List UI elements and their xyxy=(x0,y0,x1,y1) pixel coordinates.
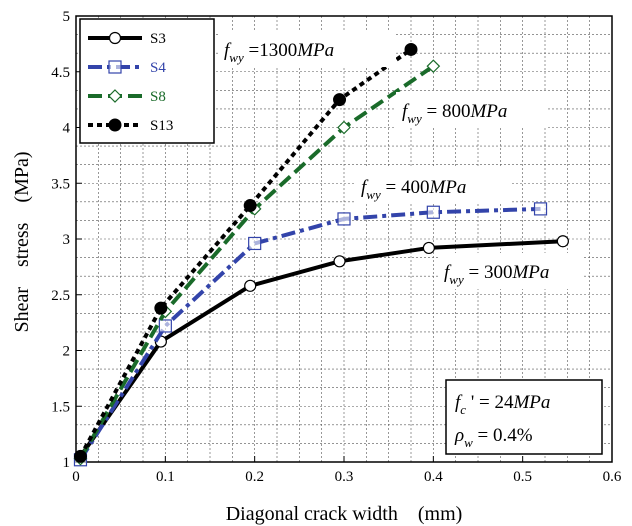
legend-marker xyxy=(108,60,122,74)
legend-item-s8: S8 xyxy=(88,89,166,105)
legend-marker xyxy=(108,89,122,103)
y-axis-title: Shear stress (MPa) xyxy=(11,151,33,332)
x-tick-label: 0.3 xyxy=(335,469,354,485)
data-point-s13 xyxy=(73,449,87,463)
series xyxy=(73,42,569,467)
data-point-s4 xyxy=(158,319,172,333)
annotation-fwy300: fwy = 300MPa xyxy=(438,253,582,289)
y-tick-label: 1 xyxy=(63,455,71,471)
legend-label: S13 xyxy=(150,118,173,134)
rho-label: ρw = 0.4% xyxy=(454,425,533,450)
x-tick-label: 0 xyxy=(72,469,80,485)
data-point-s3 xyxy=(333,255,346,268)
annotation-fwy800: fwy = 800MPa xyxy=(396,92,548,128)
y-tick-label: 3.5 xyxy=(51,176,70,192)
data-point-s3 xyxy=(556,235,569,248)
x-tick-label: 0.2 xyxy=(245,469,264,485)
y-tick-label: 2 xyxy=(63,344,71,360)
data-point-s13 xyxy=(333,93,347,107)
annotation-text: fwy =1300MPa xyxy=(224,40,334,65)
fc-label: fc ' = 24MPa xyxy=(455,392,550,417)
annotation-bg xyxy=(396,92,548,128)
annotations: fwy =1300MPa fwy = 800MPa fwy = 400MPa fwy … xyxy=(218,31,582,289)
data-point-s13 xyxy=(404,42,418,56)
series-line-s3 xyxy=(78,239,563,458)
y-tick-label: 1.5 xyxy=(51,399,70,415)
material-box: fc ' = 24MPa ρw = 0.4% xyxy=(445,379,603,455)
material-box-frame xyxy=(445,379,603,455)
x-tick-label: 0.4 xyxy=(424,469,443,485)
data-point-s3 xyxy=(422,241,435,255)
y-tick-label: 4.5 xyxy=(51,65,70,81)
y-tick-label: 3 xyxy=(63,232,71,248)
series-line-s13 xyxy=(78,47,413,458)
legend-marker xyxy=(108,31,122,45)
y-tick-label: 2.5 xyxy=(51,288,70,304)
series-s3 xyxy=(74,235,569,463)
y-tick-label: 4 xyxy=(63,121,71,137)
annotation-text: fwy = 400MPa xyxy=(361,177,466,202)
series-s13 xyxy=(73,42,418,463)
data-point-s3 xyxy=(244,279,257,292)
data-point-s4 xyxy=(248,236,262,251)
x-tick-label: 0.5 xyxy=(513,469,532,485)
x-axis-title: Diagonal crack width (mm) xyxy=(226,503,463,525)
y-tick-label: 5 xyxy=(63,9,71,25)
data-point-s13 xyxy=(243,199,257,213)
annotation-bg xyxy=(438,253,582,289)
annotation-text: fwy = 300MPa xyxy=(444,262,549,287)
legend-label: S3 xyxy=(150,31,166,47)
data-point-s4 xyxy=(337,212,351,226)
legend: S3 S4 S8 S13 xyxy=(79,18,215,144)
series-line-s4 xyxy=(78,206,541,461)
legend-marker xyxy=(108,118,122,132)
annotation-text: fwy = 800MPa xyxy=(402,101,507,126)
legend-label: S4 xyxy=(150,60,166,76)
legend-item-s4: S4 xyxy=(88,60,166,76)
legend-item-s3: S3 xyxy=(88,31,166,47)
annotation-fwy1300: fwy =1300MPa xyxy=(218,31,396,67)
data-point-s4 xyxy=(533,202,548,216)
x-tick-label: 0.1 xyxy=(156,469,175,485)
annotation-bg xyxy=(355,168,512,204)
x-tick-label: 0.6 xyxy=(603,469,622,485)
annotation-bg xyxy=(218,31,396,67)
axis-ticks: 0 0.1 0.2 0.3 0.4 0.5 0.6 1 1.5 2 2.5 3 3.5 4 4.5 5 xyxy=(51,9,622,485)
legend-label: S8 xyxy=(150,89,166,105)
data-point-s4 xyxy=(426,205,440,219)
data-point-s8 xyxy=(337,120,351,135)
data-point-s13 xyxy=(154,301,168,315)
annotation-fwy400: fwy = 400MPa xyxy=(355,168,512,204)
legend-item-s13: S13 xyxy=(88,118,173,134)
data-point-s8 xyxy=(426,59,441,74)
